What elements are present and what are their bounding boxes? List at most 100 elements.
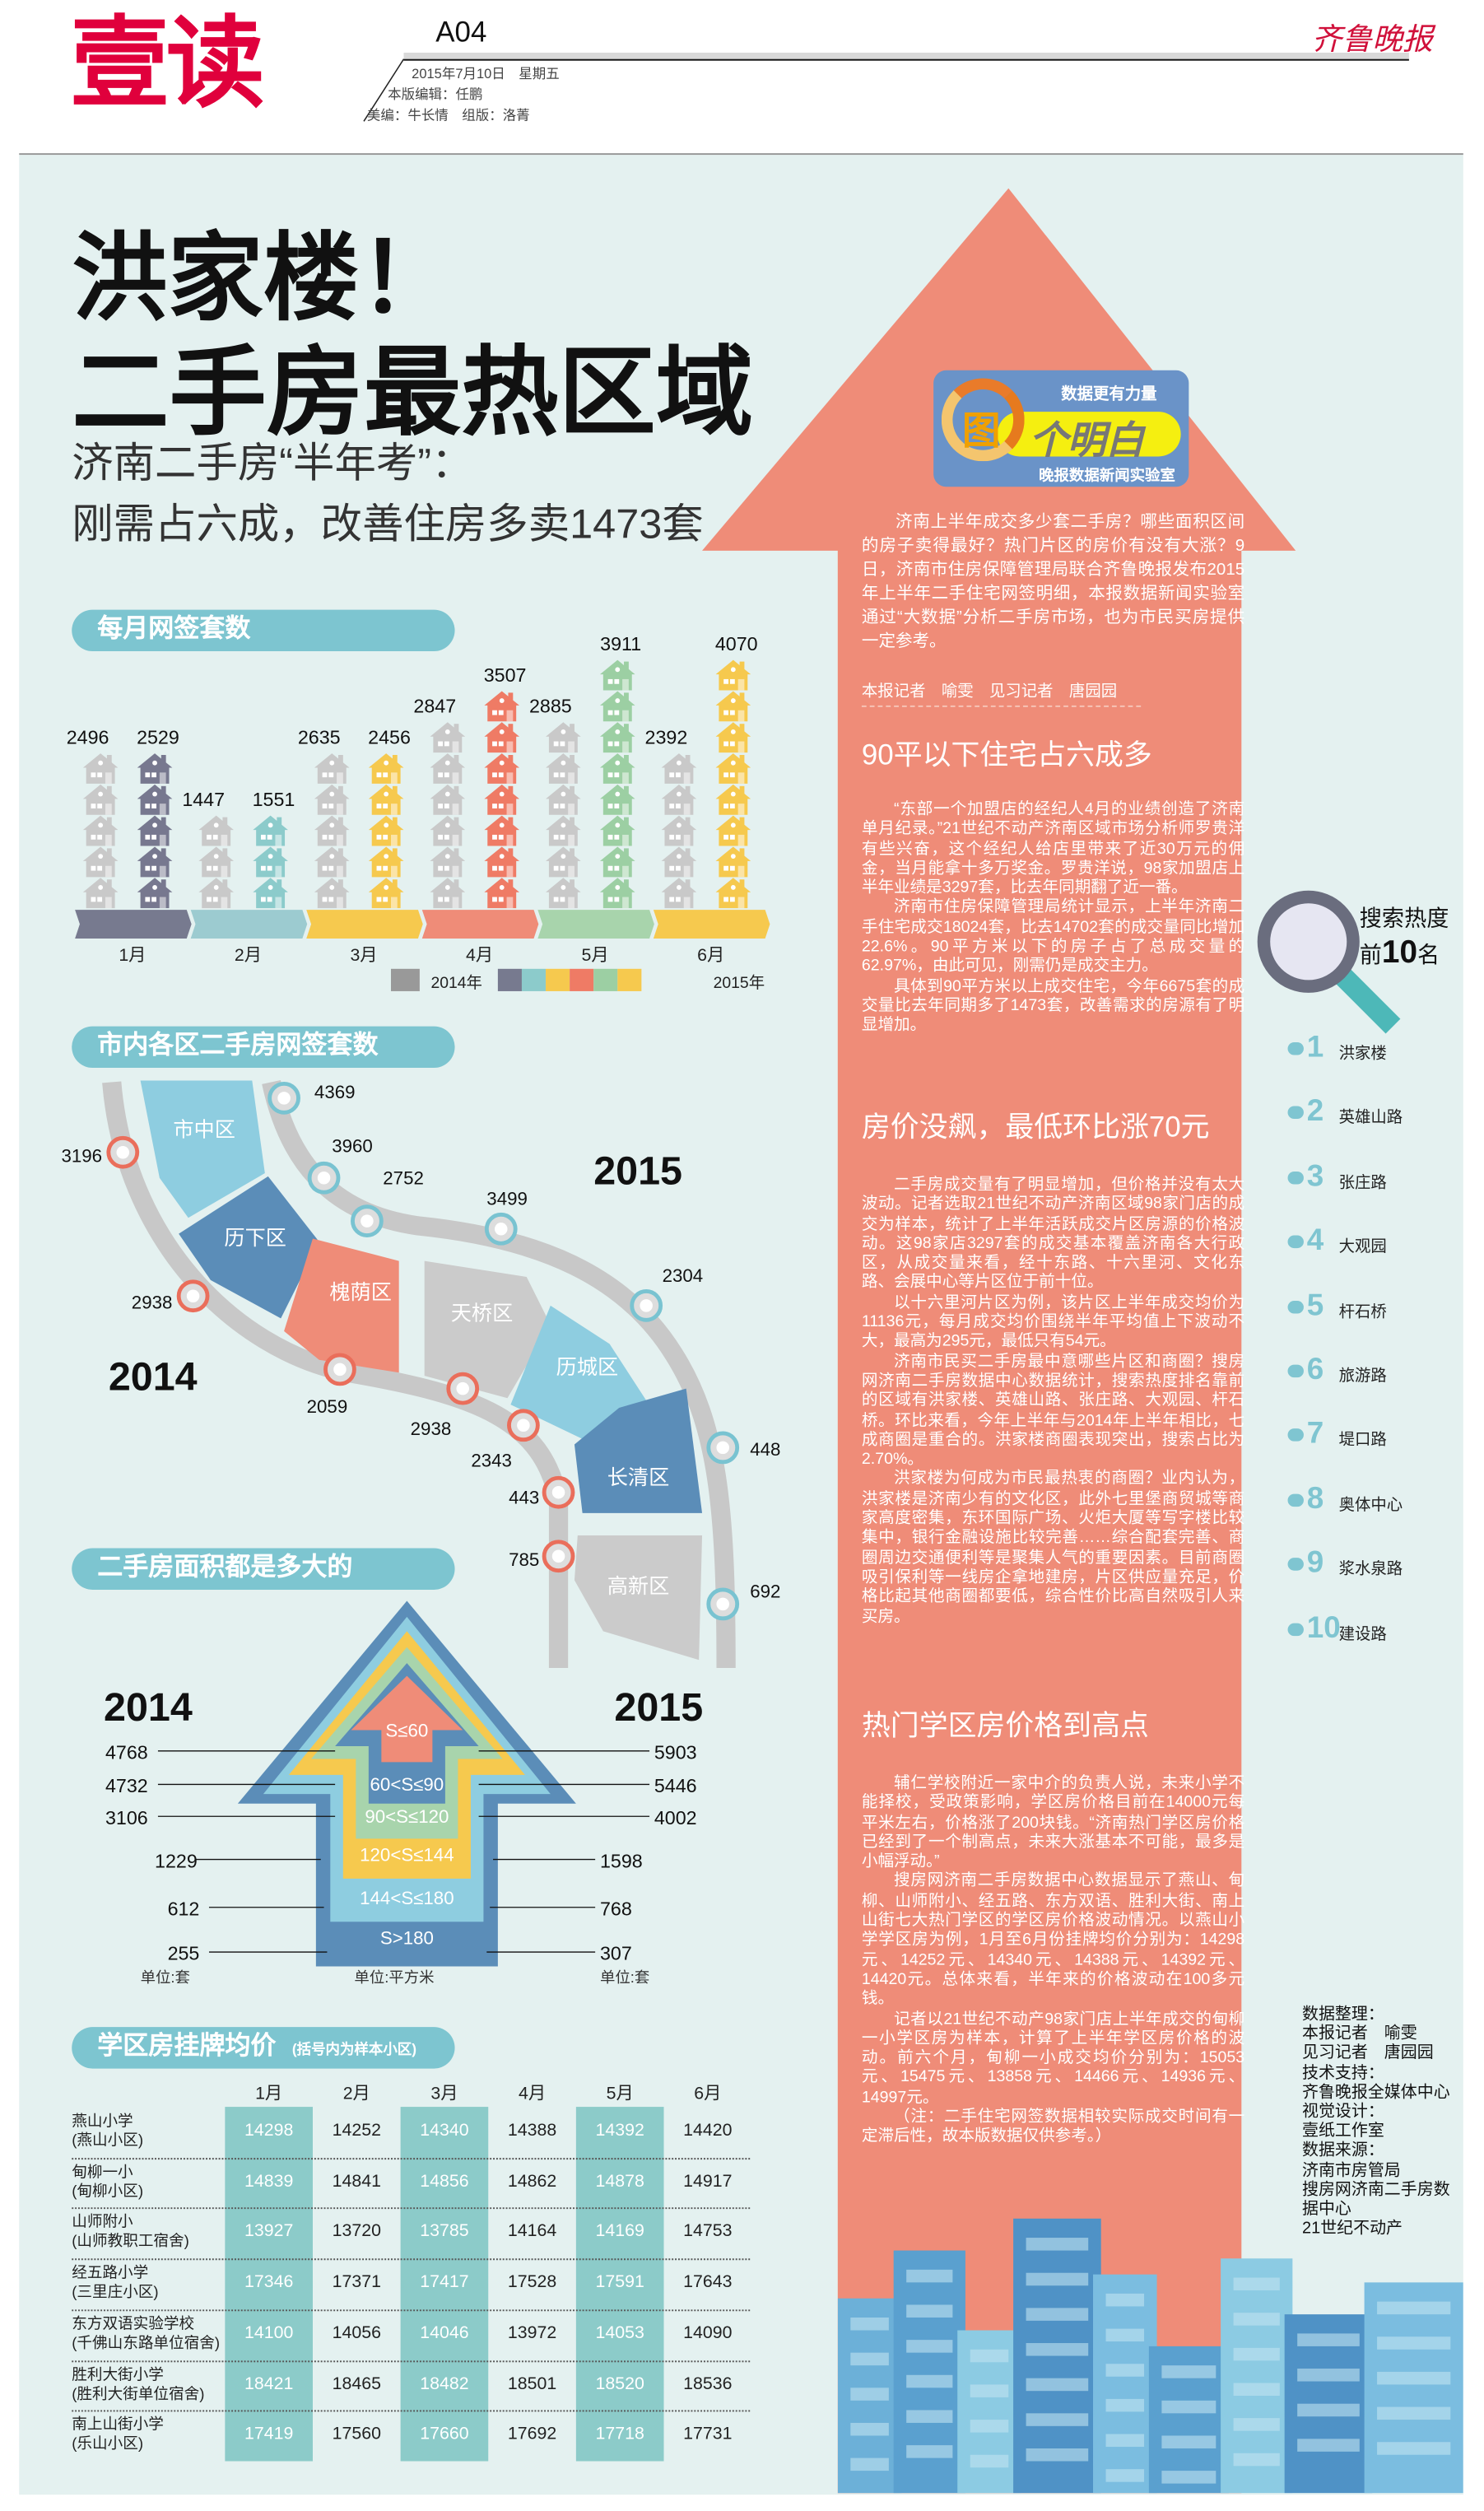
door bbox=[506, 804, 514, 815]
window bbox=[267, 897, 272, 902]
house-icon-2015 bbox=[484, 846, 520, 878]
house-icon-2015 bbox=[715, 878, 751, 909]
title-post: 名 bbox=[1417, 941, 1440, 967]
door bbox=[506, 741, 514, 753]
window bbox=[723, 741, 729, 747]
marker-center bbox=[186, 1289, 200, 1302]
door bbox=[275, 865, 282, 878]
credit-line: 本报记者 喻雯 bbox=[1301, 2025, 1417, 2043]
round-window bbox=[98, 822, 104, 828]
price-cell: 14420 bbox=[683, 2121, 733, 2141]
round-window bbox=[499, 760, 505, 766]
rank-dot-icon bbox=[1287, 1558, 1304, 1572]
chimney bbox=[338, 755, 343, 765]
district-value: 3499 bbox=[486, 1189, 528, 1209]
window bbox=[607, 710, 613, 715]
chimney bbox=[106, 848, 112, 859]
house-icon-2015 bbox=[484, 815, 520, 846]
building-windows bbox=[906, 2340, 953, 2353]
door bbox=[159, 865, 166, 878]
round-window bbox=[152, 854, 157, 860]
window bbox=[328, 834, 334, 840]
legend-swatch-2015 bbox=[617, 968, 642, 991]
door bbox=[221, 865, 228, 878]
rank-label: 英雄山路 bbox=[1338, 1110, 1403, 1128]
window bbox=[614, 741, 620, 747]
chimney bbox=[570, 848, 575, 859]
door bbox=[568, 865, 575, 878]
size-range-label: 120<S≤144 bbox=[360, 1845, 454, 1866]
district-block bbox=[179, 1176, 319, 1319]
round-window bbox=[499, 822, 505, 828]
door bbox=[105, 834, 112, 846]
window bbox=[376, 804, 382, 808]
search-rank-title: 搜索热度 前10名 bbox=[1360, 900, 1449, 971]
chimney bbox=[392, 785, 398, 796]
window bbox=[328, 772, 334, 778]
section-logo: 壹读 bbox=[70, 9, 265, 120]
window bbox=[553, 834, 559, 840]
window bbox=[322, 772, 328, 778]
rank-item: 8 奥体中心 bbox=[1287, 1483, 1463, 1518]
window bbox=[212, 897, 218, 902]
window bbox=[607, 834, 613, 840]
door bbox=[683, 834, 691, 846]
value-label: 1447 bbox=[182, 789, 225, 810]
window bbox=[267, 834, 272, 840]
value-label: 2392 bbox=[645, 726, 688, 748]
round-window bbox=[152, 822, 157, 828]
door bbox=[622, 804, 629, 815]
round-window bbox=[677, 760, 682, 766]
window bbox=[145, 834, 151, 840]
credit-line: 齐鲁晚报全媒体中心 bbox=[1301, 2084, 1450, 2102]
round-window bbox=[615, 822, 621, 828]
window bbox=[151, 897, 156, 902]
rank-number: 1 bbox=[1306, 1031, 1324, 1065]
magnifier-icon bbox=[1257, 890, 1401, 1034]
house-icon-2015 bbox=[368, 784, 404, 815]
window bbox=[322, 804, 328, 808]
door bbox=[390, 834, 398, 846]
size-value-2015: 4002 bbox=[654, 1807, 697, 1829]
house-icon-2015 bbox=[599, 815, 635, 846]
district-block bbox=[284, 1238, 399, 1373]
window bbox=[438, 804, 443, 808]
building-windows bbox=[1105, 2434, 1145, 2448]
window bbox=[723, 834, 729, 840]
window bbox=[729, 678, 735, 684]
section-heading-1: 90平以下住宅占六成多 bbox=[861, 738, 1152, 771]
round-window bbox=[730, 885, 736, 890]
window bbox=[560, 804, 565, 808]
article-paragraph: 济南市住房保障管理局统计显示，上半年济南二手住宅成交18024套，比去14702… bbox=[861, 899, 1245, 976]
chimney bbox=[685, 817, 691, 827]
rank-item: 4 大观园 bbox=[1287, 1224, 1463, 1260]
window bbox=[151, 834, 156, 840]
headline-line2: 二手房最热区域 bbox=[72, 338, 754, 447]
building-windows bbox=[1026, 2343, 1089, 2356]
column-header: 5月 bbox=[606, 2084, 634, 2104]
chimney bbox=[570, 879, 575, 889]
window bbox=[383, 865, 388, 871]
district-value: 2938 bbox=[411, 1419, 452, 1439]
door bbox=[221, 834, 228, 846]
chimney bbox=[222, 879, 228, 889]
house-icon-2014 bbox=[82, 846, 119, 878]
round-window bbox=[730, 791, 736, 797]
round-window bbox=[444, 854, 450, 860]
marker-center bbox=[551, 1549, 565, 1563]
window bbox=[560, 834, 565, 840]
door bbox=[737, 804, 745, 815]
row-divider bbox=[72, 2258, 751, 2261]
month-label: 2月 bbox=[235, 945, 262, 965]
marker-center bbox=[495, 1223, 508, 1236]
rank-label: 堤口路 bbox=[1338, 1432, 1387, 1451]
rank-dot-icon bbox=[1287, 1041, 1304, 1055]
price-cell: 17731 bbox=[683, 2425, 733, 2444]
round-window bbox=[677, 822, 682, 828]
house-icon-2015 bbox=[599, 846, 635, 878]
chimney bbox=[739, 817, 745, 827]
house-icon-2014 bbox=[314, 753, 350, 784]
price-cell: 17417 bbox=[420, 2272, 469, 2293]
